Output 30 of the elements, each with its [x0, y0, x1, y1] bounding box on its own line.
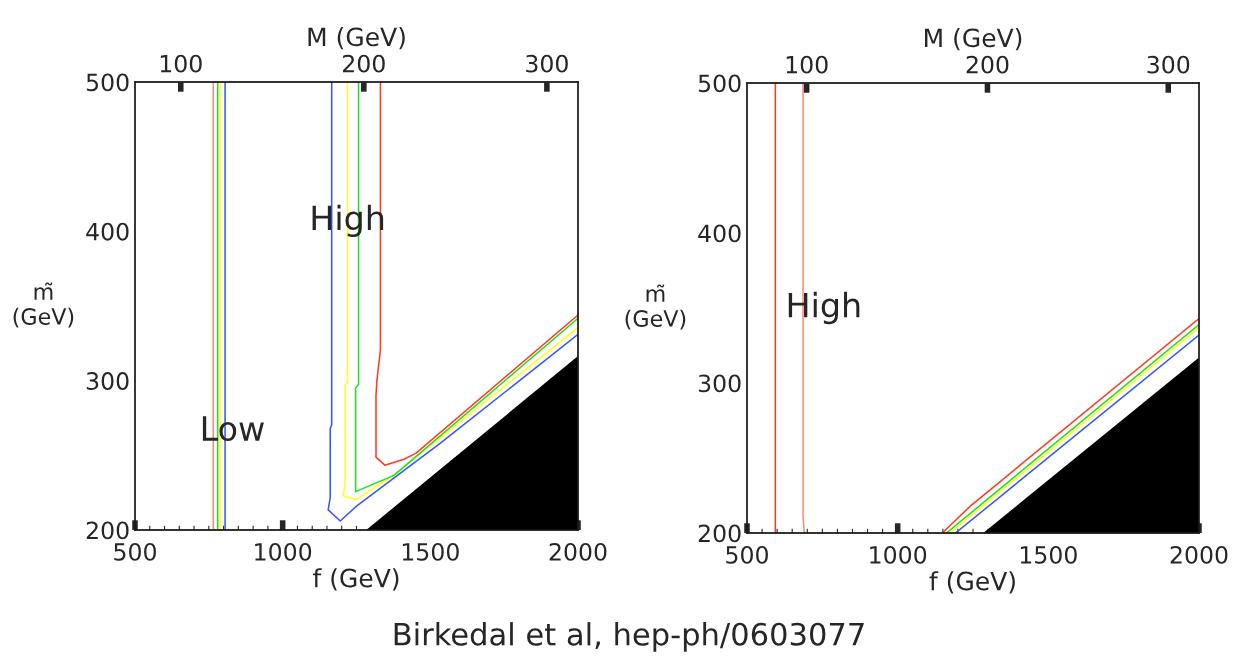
x-tick-label: 2000: [549, 542, 607, 561]
x2-tick-label: 100: [786, 55, 828, 74]
y-axis-title: m̃ (GeV): [13, 282, 74, 328]
text: Birkedal et al, hep-ph/0603077: [394, 622, 864, 652]
x2-tick-label: 200: [343, 54, 385, 73]
y-tick-label: 400: [698, 224, 741, 243]
y-tick-label: 400: [86, 222, 129, 241]
y-tick-label: 300: [86, 372, 129, 390]
x-tick-label: 2000: [1170, 545, 1228, 564]
x2-tick-label: 300: [1147, 55, 1190, 74]
annotation: High: [788, 291, 860, 325]
x-tick-label: 1500: [402, 542, 459, 561]
x-tick-label: 500: [114, 542, 156, 561]
x-tick-label: 1000: [870, 545, 927, 564]
y-tick-label: 200: [86, 521, 129, 540]
x2-axis-title: M (GeV): [308, 26, 405, 50]
x2-tick-label: 100: [160, 54, 202, 73]
x-tick-label: 1500: [1020, 545, 1077, 564]
x-axis-title: f (GeV): [929, 571, 1015, 594]
x-tick-label: 1000: [255, 542, 312, 561]
x-tick-label: 500: [726, 545, 768, 564]
x-axis-title: f (GeV): [313, 568, 399, 591]
x2-tick-label: 300: [526, 54, 568, 73]
x2-tick-label: 200: [966, 55, 1009, 74]
y-tick-label: 500: [86, 73, 129, 92]
y-tick-label: 200: [698, 524, 741, 543]
y-tick-label: 300: [698, 374, 741, 393]
x2-axis-title: M (GeV): [925, 27, 1022, 51]
y-axis-title: m̃ (GeV): [625, 284, 686, 330]
y-tick-label: 500: [698, 74, 741, 93]
